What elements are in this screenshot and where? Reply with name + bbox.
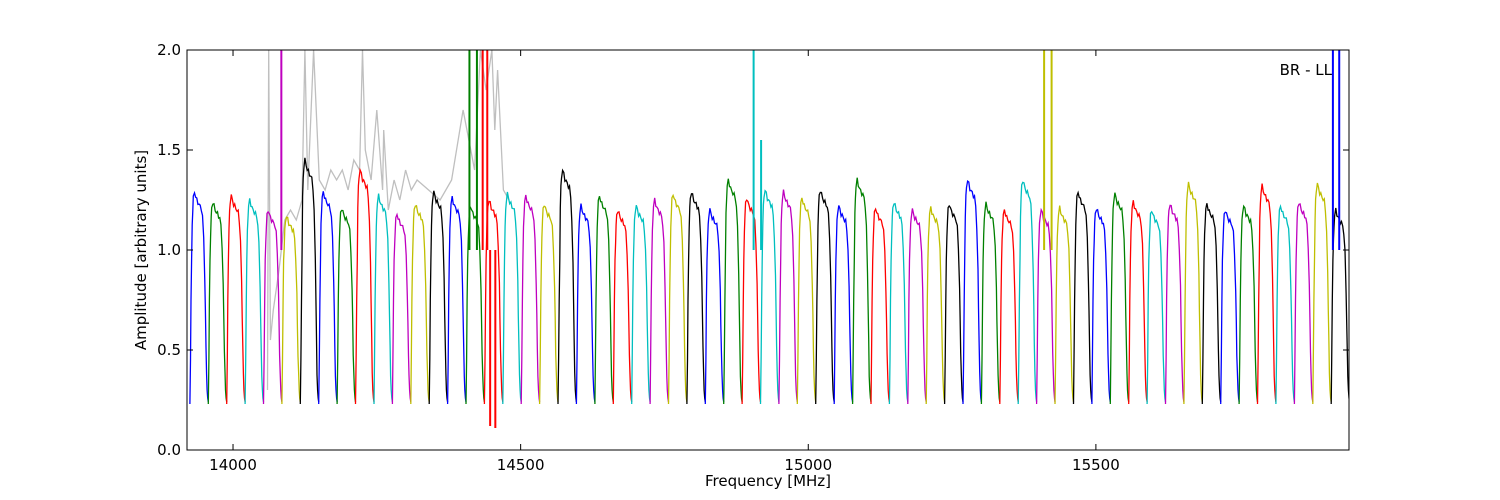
series-line bbox=[207, 202, 228, 405]
series-line bbox=[262, 210, 283, 405]
series-line bbox=[1035, 207, 1056, 405]
y-tick-label: 0.0 bbox=[157, 441, 181, 459]
series-line bbox=[1256, 183, 1277, 405]
series-line bbox=[594, 196, 614, 405]
series-line bbox=[391, 212, 412, 405]
series-line bbox=[907, 208, 927, 405]
series-line bbox=[704, 208, 725, 405]
data-layer bbox=[189, 50, 1349, 428]
series-line bbox=[925, 206, 946, 405]
series-line bbox=[631, 205, 651, 405]
y-tick-label: 1.0 bbox=[157, 241, 181, 259]
series-line bbox=[962, 179, 983, 405]
series-line bbox=[851, 177, 872, 405]
series-line bbox=[410, 204, 430, 405]
series-line bbox=[446, 196, 467, 405]
series-line bbox=[741, 199, 762, 405]
series-line bbox=[723, 178, 743, 405]
y-tick-label: 0.5 bbox=[157, 341, 181, 359]
series-line bbox=[1201, 203, 1222, 405]
series-line bbox=[686, 193, 706, 405]
series-line bbox=[1275, 203, 1296, 405]
series-line bbox=[1312, 182, 1332, 405]
series-line bbox=[1128, 200, 1148, 405]
series-line bbox=[759, 189, 780, 405]
series-line bbox=[538, 205, 559, 405]
series-line bbox=[299, 157, 320, 405]
y-tick-label: 1.5 bbox=[157, 141, 181, 159]
series-line bbox=[1109, 192, 1130, 405]
series-line bbox=[1017, 181, 1038, 405]
series-line bbox=[428, 190, 449, 405]
series-line bbox=[612, 211, 633, 405]
series-line bbox=[502, 191, 522, 405]
series-line bbox=[557, 168, 578, 405]
series-line bbox=[1072, 190, 1093, 405]
series-line bbox=[833, 205, 854, 405]
series-line bbox=[1238, 204, 1259, 405]
series-line bbox=[318, 191, 338, 405]
series-line bbox=[667, 193, 688, 405]
series-line bbox=[1054, 205, 1075, 405]
series-line bbox=[796, 197, 817, 405]
series-line bbox=[815, 191, 835, 405]
series-line bbox=[1146, 210, 1167, 405]
series-line bbox=[373, 193, 394, 405]
series-line bbox=[354, 167, 375, 405]
series-line bbox=[980, 201, 1001, 405]
series-line bbox=[226, 194, 246, 405]
series-line bbox=[1293, 203, 1314, 405]
series-line bbox=[281, 216, 301, 405]
series-line bbox=[465, 206, 486, 405]
x-tick-label: 15000 bbox=[784, 456, 832, 474]
plot-background bbox=[187, 50, 1349, 450]
series-line bbox=[870, 207, 891, 405]
annotation-label: BR - LL bbox=[1280, 61, 1333, 79]
series-line bbox=[520, 194, 541, 405]
series-line bbox=[1091, 208, 1111, 405]
series-line bbox=[336, 209, 357, 405]
x-axis-label: Frequency [MHz] bbox=[705, 472, 831, 490]
series-line bbox=[778, 189, 798, 405]
series-line bbox=[244, 198, 265, 405]
y-axis-ticks: 0.0 0.5 1.0 1.5 2.0 bbox=[157, 41, 1349, 459]
series-line bbox=[888, 202, 909, 405]
series-line bbox=[189, 190, 209, 405]
x-tick-label: 15500 bbox=[1072, 456, 1120, 474]
y-axis-label: Amplitude [arbitrary units] bbox=[132, 150, 150, 350]
series-line bbox=[649, 197, 670, 405]
series-line bbox=[943, 204, 964, 405]
x-tick-label: 14500 bbox=[497, 456, 545, 474]
background-trace bbox=[266, 50, 510, 391]
series-line bbox=[575, 203, 596, 405]
x-tick-label: 14000 bbox=[209, 456, 257, 474]
series-line bbox=[1220, 211, 1240, 405]
series-line bbox=[1183, 181, 1203, 405]
x-axis-ticks: 14000 14500 15000 15500 bbox=[209, 50, 1120, 474]
y-tick-label: 2.0 bbox=[157, 41, 181, 59]
series-line bbox=[1164, 204, 1185, 405]
series-line bbox=[999, 209, 1019, 405]
